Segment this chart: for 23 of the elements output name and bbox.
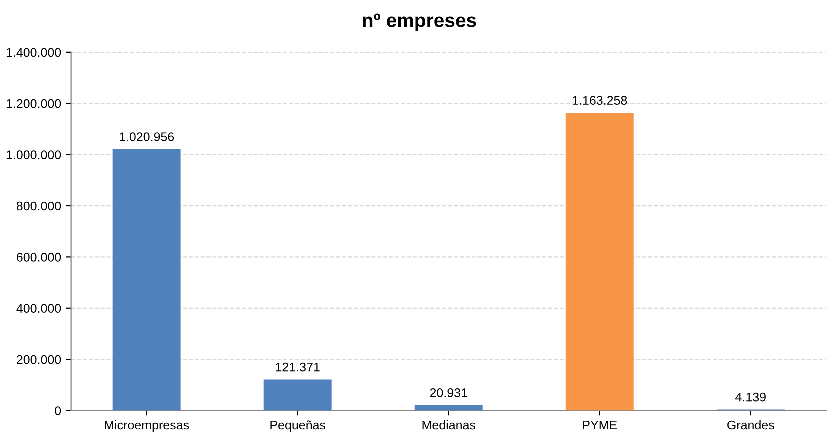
data-label: 20.931 xyxy=(430,388,468,398)
y-tick-label: 800.000 xyxy=(16,202,62,211)
bar xyxy=(566,113,634,411)
y-tick-label: 600.000 xyxy=(17,253,62,262)
data-label: 1.163.258 xyxy=(573,96,628,106)
y-tick-label: 1.200.000 xyxy=(6,99,62,108)
y-tick-label: 0 xyxy=(55,406,62,416)
x-tick-label: Grandes xyxy=(728,420,774,430)
y-tick-label: 400.000 xyxy=(16,304,62,314)
x-tick-label: Pequeñas xyxy=(270,420,326,432)
x-tick-label: Medianas xyxy=(422,420,476,430)
x-tick-label: Microempresas xyxy=(105,420,190,432)
y-tick-label: 200.000 xyxy=(17,355,62,364)
x-tick-label: PYME xyxy=(583,420,618,430)
bar xyxy=(414,405,483,411)
y-tick-label: 1.400.000 xyxy=(6,48,62,58)
data-label: 1.020.956 xyxy=(120,132,174,142)
data-label: 121.371 xyxy=(276,362,320,372)
chart-title: nº empreses xyxy=(363,14,476,32)
bar xyxy=(112,149,181,411)
y-tick-label: 1.000.000 xyxy=(6,150,62,160)
data-label: 4.139 xyxy=(736,392,766,402)
bar xyxy=(264,380,332,411)
